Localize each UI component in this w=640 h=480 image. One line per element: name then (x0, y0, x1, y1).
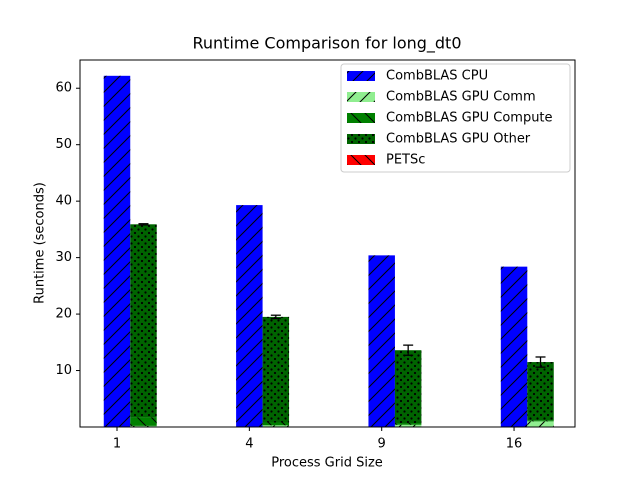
x-tick-label: 16 (506, 437, 523, 452)
error-bar (270, 314, 281, 320)
bar-hatch (236, 205, 263, 427)
bar-hatch (527, 362, 554, 421)
bar-hatch (527, 421, 554, 427)
bar-hatch (130, 224, 157, 418)
error-bar (535, 356, 546, 368)
legend-label: CombBLAS GPU Comm (386, 90, 536, 105)
legend-swatch-hatch (347, 134, 375, 144)
bar-hatch (368, 255, 395, 427)
y-tick-label: 10 (55, 363, 72, 378)
legend-box (340, 63, 571, 173)
legend-label: PETSc (386, 153, 425, 168)
y-tick-label: 60 (55, 81, 72, 96)
y-tick-label: 20 (55, 307, 72, 322)
bar-hatch (394, 423, 422, 425)
x-axis-label: Process Grid Size (271, 456, 383, 471)
bar-hatch (262, 316, 290, 423)
legend-swatch-hatch (347, 113, 375, 123)
x-tick-label: 9 (378, 437, 386, 452)
bar-hatch (527, 420, 554, 422)
legend-swatch-hatch (347, 71, 375, 81)
plot-frame (79, 59, 576, 428)
legend-swatch-hatch (347, 92, 375, 102)
legend-label: CombBLAS GPU Compute (386, 111, 553, 126)
bar-hatch (500, 266, 528, 427)
x-tick-label: 4 (245, 437, 253, 452)
y-tick-label: 30 (55, 250, 72, 265)
y-tick-label: 40 (55, 194, 72, 209)
bar-hatch (103, 75, 131, 427)
legend-label: CombBLAS CPU (386, 69, 488, 84)
bar-hatch (262, 422, 290, 426)
bar-hatch (394, 350, 422, 424)
bar-hatch (130, 425, 157, 427)
error-bar (138, 223, 149, 226)
chart-title: Runtime Comparison for long_dt0 (192, 34, 461, 54)
bar-hatch (394, 424, 422, 427)
bar-hatch (130, 417, 157, 426)
y-axis-label: Runtime (seconds) (33, 182, 48, 304)
x-tick-label: 1 (113, 437, 121, 452)
error-bar (403, 344, 414, 356)
legend-swatch-hatch (347, 155, 375, 165)
legend-label: CombBLAS GPU Other (386, 132, 531, 147)
y-tick-label: 50 (55, 137, 72, 152)
bar-hatch (262, 425, 290, 427)
